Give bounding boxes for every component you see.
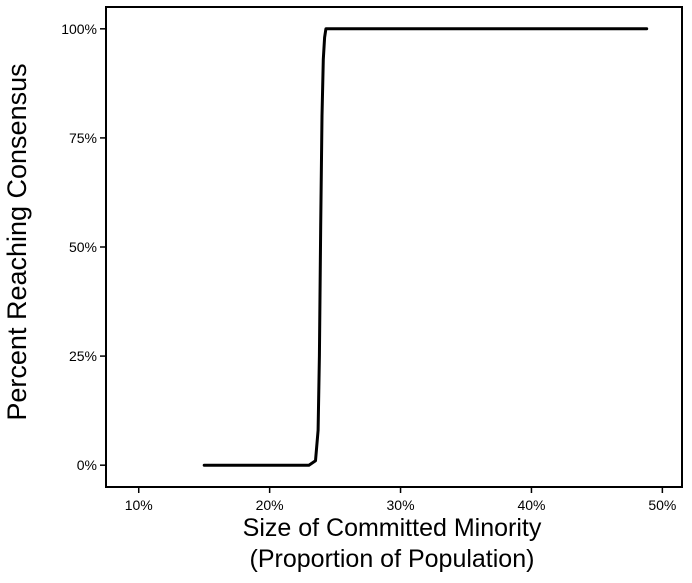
y-axis-title: Percent Reaching Consensus [2, 63, 32, 420]
y-tick-label: 50% [69, 239, 97, 255]
y-tick-label: 75% [69, 130, 97, 146]
y-tick-label: 0% [77, 457, 97, 473]
x-tick-label: 20% [256, 497, 284, 513]
x-axis-title: Size of Committed Minority [243, 514, 542, 542]
x-axis: 10% 20% 30% 40% 50% [125, 487, 676, 513]
y-tick-label: 100% [61, 21, 97, 37]
x-tick-label: 30% [387, 497, 415, 513]
y-tick-label: 25% [69, 348, 97, 364]
x-tick-label: 40% [517, 497, 545, 513]
x-tick-label: 10% [125, 497, 153, 513]
x-tick-label: 50% [648, 497, 676, 513]
consensus-line [202, 27, 649, 467]
plot-frame [105, 6, 683, 488]
y-axis: 0% 25% 50% 75% 100% [61, 21, 106, 473]
x-axis-title-line2: (Proportion of Population) [250, 545, 535, 573]
